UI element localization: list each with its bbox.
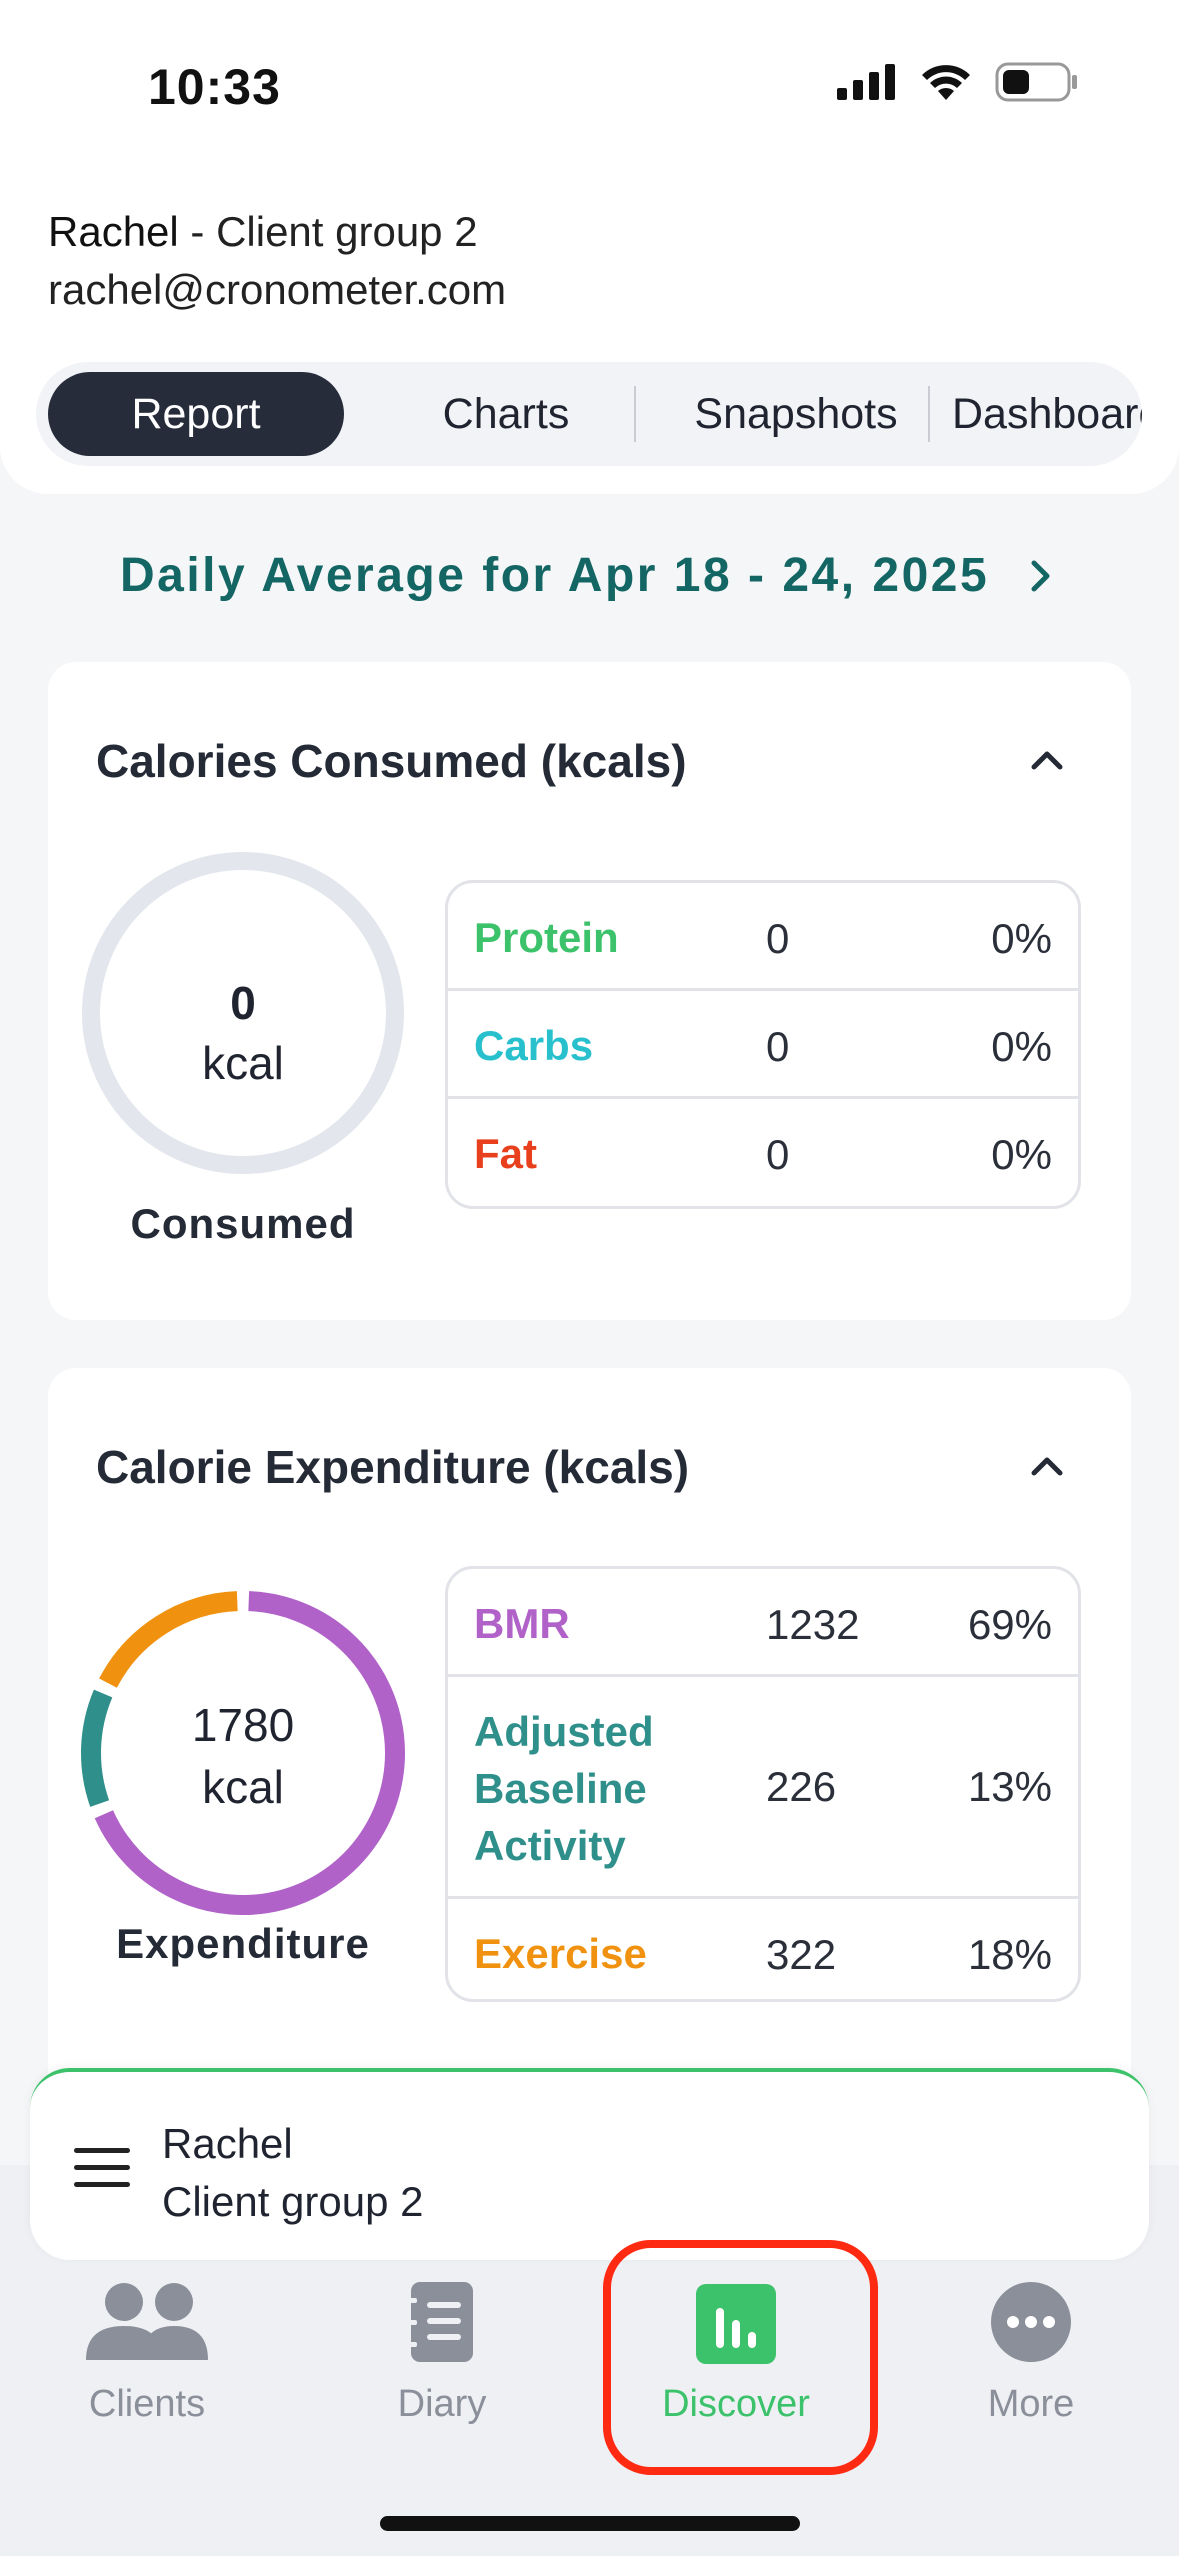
expenditure-value: 322: [766, 1931, 837, 1978]
calories-consumed-card: Calories Consumed (kcals) 0 kcal Consume…: [48, 662, 1131, 1320]
expenditure-name: BMR: [474, 1600, 570, 1647]
more-dots-icon: [991, 2282, 1071, 2362]
nav-more-label: More: [987, 2383, 1075, 2425]
selected-client-bar[interactable]: Rachel Client group 2: [30, 2068, 1149, 2260]
cellular-signal-icon: [837, 64, 895, 100]
macro-row-carbs: Carbs 0 0%: [448, 991, 1078, 1099]
selected-client-group: Client group 2: [162, 2178, 424, 2225]
tab-report[interactable]: Report: [48, 372, 344, 456]
nav-more[interactable]: More: [921, 2280, 1141, 2426]
tab-charts[interactable]: Charts: [442, 389, 570, 438]
status-time: 10:33: [148, 59, 281, 115]
expenditure-ring-value: 1780: [191, 1699, 295, 1751]
nav-clients[interactable]: Clients: [37, 2280, 257, 2426]
discover-highlight-box: [603, 2240, 878, 2475]
consumed-ring-value: 0: [230, 977, 256, 1029]
ring-segment-exercise: [99, 1591, 238, 1688]
tab-snapshots[interactable]: Snapshots: [694, 389, 898, 438]
macro-name: Protein: [474, 914, 619, 961]
expenditure-ring-unit: kcal: [202, 1761, 284, 1813]
date-range-selector[interactable]: Daily Average for Apr 18 - 24, 2025: [0, 548, 1179, 603]
nav-diary-label: Diary: [397, 2383, 487, 2425]
macro-value: 0: [766, 1023, 790, 1070]
expenditure-name: Adjusted Baseline Activity: [474, 1708, 654, 1869]
expenditure-name: Exercise: [474, 1930, 647, 1977]
expenditure-row-adjusted-baseline: Adjusted Baseline Activity 226 13%: [448, 1677, 1078, 1899]
nav-diary[interactable]: Diary: [332, 2280, 552, 2426]
macro-percent: 0%: [991, 1131, 1052, 1178]
tab-separator: [634, 386, 636, 442]
date-range-label: Daily Average for Apr 18 - 24, 2025: [119, 549, 990, 602]
expenditure-row-bmr: BMR 1232 69%: [448, 1569, 1078, 1677]
tab-dashboard[interactable]: Dashboard: [952, 389, 1142, 438]
home-indicator: [380, 2516, 800, 2531]
chevron-right-icon: [1031, 560, 1050, 592]
expenditure-ring-label: Expenditure: [116, 1920, 370, 1967]
wifi-icon: [922, 65, 970, 100]
macro-row-protein: Protein 0 0%: [448, 883, 1078, 991]
macro-name: Fat: [474, 1130, 537, 1177]
macro-percent: 0%: [991, 915, 1052, 962]
expenditure-value: 226: [766, 1763, 837, 1810]
header-card: 10:33 Rachel - Client group 2 rachel@cro…: [0, 0, 1179, 494]
expenditure-value: 1232: [766, 1601, 860, 1648]
status-bar: 10:33: [0, 0, 1179, 170]
macro-table: Protein 0 0% Carbs 0 0% Fat 0 0%: [445, 880, 1081, 1209]
nav-discover[interactable]: Discover: [626, 2280, 846, 2426]
expenditure-percent: 13%: [967, 1763, 1052, 1810]
hamburger-menu-icon[interactable]: [74, 2148, 130, 2192]
chevron-up-icon[interactable]: [1027, 740, 1067, 780]
expenditure-percent: 69%: [967, 1601, 1052, 1648]
consumed-ring-label: Consumed: [130, 1200, 356, 1247]
expenditure-ring: 1780 kcal Expenditure: [78, 1588, 408, 2008]
bar-chart-icon: [696, 2284, 776, 2364]
calories-consumed-title: Calories Consumed (kcals): [96, 735, 687, 787]
consumed-ring-unit: kcal: [202, 1037, 284, 1089]
report-tabs: Report Charts Snapshots Dashboard: [36, 362, 1142, 466]
macro-value: 0: [766, 1131, 790, 1178]
nav-clients-label: Clients: [88, 2383, 206, 2425]
calorie-expenditure-card: Calorie Expenditure (kcals) 1780 kcal Ex…: [48, 1368, 1131, 2128]
calorie-expenditure-title: Calorie Expenditure (kcals): [96, 1441, 690, 1493]
client-email: rachel@cronometer.com: [48, 266, 507, 313]
consumed-ring-chart: [82, 852, 404, 1174]
chevron-up-icon[interactable]: [1027, 1446, 1067, 1486]
users-icon: [86, 2283, 208, 2360]
battery-icon: [995, 62, 1077, 102]
macro-percent: 0%: [991, 1023, 1052, 1070]
nav-discover-label: Discover: [662, 2383, 810, 2425]
macro-value: 0: [766, 915, 790, 962]
macro-row-fat: Fat 0 0%: [448, 1099, 1078, 1206]
expenditure-percent: 18%: [967, 1931, 1052, 1978]
ring-segment-bmr: [94, 1591, 405, 1915]
expenditure-ring-chart: [81, 1591, 405, 1915]
expenditure-row-exercise: Exercise 322 18%: [448, 1899, 1078, 1999]
ring-segment-adjusted-baseline: [81, 1689, 113, 1807]
expenditure-table: BMR 1232 69% Adjusted Baseline Activity …: [445, 1566, 1081, 2002]
tab-separator: [928, 386, 930, 442]
status-icons: [837, 62, 1079, 102]
selected-client-name: Rachel: [162, 2120, 293, 2167]
consumed-ring: 0 kcal Consumed: [78, 848, 408, 1268]
notebook-icon: [407, 2282, 473, 2362]
client-name: Rachel: [48, 208, 179, 255]
client-group: - Client group 2: [178, 208, 478, 255]
client-name-line: Rachel - Client group 2: [48, 208, 478, 256]
macro-name: Carbs: [474, 1022, 594, 1069]
